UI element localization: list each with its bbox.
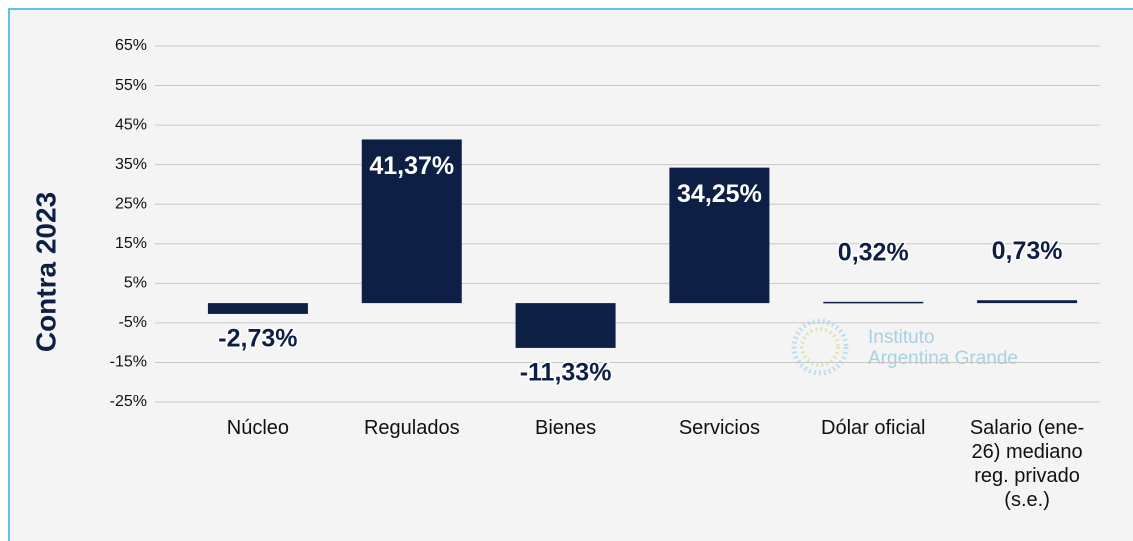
y-tick-label: 55% [115, 77, 147, 94]
x-tick-label: Bienes [535, 417, 597, 439]
bar [515, 303, 616, 348]
watermark: Instituto Argentina Grande [791, 318, 1018, 376]
y-tick-label: 65% [115, 37, 147, 54]
bar [823, 301, 924, 304]
bar [669, 167, 770, 304]
y-tick-label: -25% [110, 393, 147, 410]
y-tick-label: 5% [124, 275, 147, 292]
y-tick-label: 25% [115, 195, 147, 212]
data-label: 0,32% [838, 238, 909, 266]
x-tick-label: Servicios [678, 417, 760, 439]
x-tick-label: Dólar oficial [821, 417, 926, 439]
y-tick-label: 35% [115, 156, 147, 173]
data-label: -2,73% [218, 325, 297, 353]
data-label: 41,37% [369, 152, 454, 180]
x-tick-label: Salario (ene-26) mediano reg. privado (s… [969, 417, 1085, 511]
y-tick-label: 15% [115, 235, 147, 252]
data-label: 0,73% [992, 237, 1063, 265]
y-tick-label: -5% [119, 314, 147, 331]
bar [977, 300, 1078, 304]
bar [207, 303, 308, 314]
watermark-logo [800, 327, 840, 367]
watermark-text: Argentina Grande [868, 348, 1018, 369]
x-tick-label: Núcleo [226, 417, 290, 439]
y-tick-label: -15% [110, 354, 147, 371]
data-label: 34,25% [677, 180, 762, 208]
frame [8, 8, 1133, 541]
y-axis-title: Contra 2023 [30, 192, 61, 352]
grid [155, 45, 1100, 403]
y-tick-label: 45% [115, 116, 147, 133]
x-tick-label: Regulados [363, 417, 460, 439]
watermark-text: Instituto [868, 327, 935, 348]
bar [361, 139, 462, 304]
watermark-logo [791, 318, 849, 376]
data-label: -11,33% [520, 359, 612, 387]
